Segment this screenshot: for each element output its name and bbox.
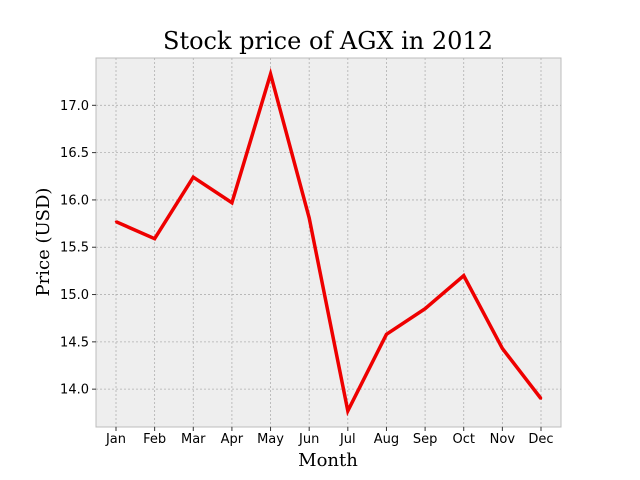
- data-point: [192, 176, 195, 179]
- y-tick-label: 14.0: [60, 383, 89, 398]
- y-tick-label: 15.0: [60, 288, 89, 303]
- grid-lines: [96, 58, 561, 427]
- x-tick-label: Aug: [374, 432, 399, 447]
- x-tick-label: Feb: [143, 432, 166, 447]
- x-tick-label: Jun: [298, 432, 319, 447]
- axis-ticks: Jan Feb Mar Apr May Jun Jul Aug Sep Oct Nov Dec 14.0…: [60, 99, 554, 447]
- data-point: [114, 220, 118, 223]
- data-point: [153, 237, 156, 240]
- x-tick-label: May: [257, 432, 284, 447]
- x-tick-label: Apr: [221, 432, 244, 447]
- y-tick-label: 17.0: [60, 99, 89, 114]
- series-line: [115, 67, 543, 417]
- x-tick-label: Oct: [452, 432, 474, 447]
- x-tick-label: Jan: [105, 432, 126, 447]
- data-point: [423, 307, 427, 310]
- y-axis-label: Price (USD): [33, 188, 54, 297]
- data-point: [385, 333, 388, 336]
- data-point: [539, 397, 543, 400]
- chart-title: Stock price of AGX in 2012: [163, 27, 493, 55]
- plot-area: [95, 57, 562, 428]
- data-point: [307, 216, 311, 220]
- x-axis-label: Month: [298, 450, 358, 471]
- y-tick-label: 16.5: [60, 146, 89, 161]
- series-layer: [114, 67, 543, 417]
- data-point: [269, 72, 272, 76]
- x-tick-label: Jul: [339, 432, 356, 447]
- y-tick-label: 16.0: [60, 193, 89, 208]
- x-tick-label: Dec: [528, 432, 553, 447]
- x-tick-label: Sep: [413, 432, 438, 447]
- data-point: [346, 409, 350, 413]
- y-tick-label: 15.5: [60, 241, 89, 256]
- data-point: [501, 347, 504, 350]
- data-point: [230, 201, 234, 204]
- x-tick-label: Nov: [490, 432, 516, 447]
- y-tick-label: 14.5: [60, 335, 89, 350]
- data-point: [462, 274, 465, 277]
- x-tick-label: Mar: [181, 432, 206, 447]
